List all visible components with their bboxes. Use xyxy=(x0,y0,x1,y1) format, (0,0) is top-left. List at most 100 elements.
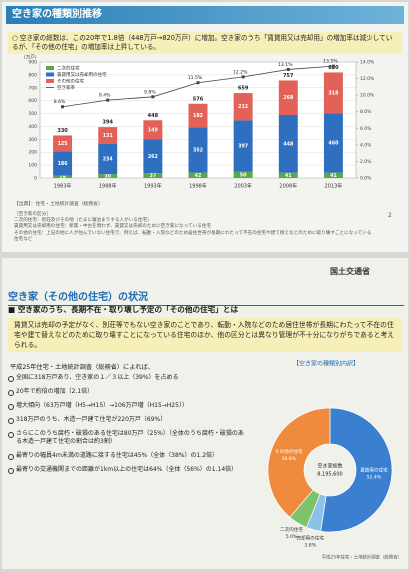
rate-label: 9.8% xyxy=(144,89,156,95)
segment-label: 262 xyxy=(148,154,158,160)
total-label: 757 xyxy=(283,73,294,79)
slice-value: 3.8% xyxy=(304,542,316,548)
rate-label: 8.6% xyxy=(54,99,66,105)
rate-label: 9.4% xyxy=(99,93,111,99)
bar-segment xyxy=(188,172,208,178)
y2-tick-label: 10.0% xyxy=(360,93,375,99)
y-tick-label: 700 xyxy=(28,85,37,91)
x-tick-label: 1993年 xyxy=(144,183,162,190)
y-tick-label: 400 xyxy=(28,124,37,130)
bar-chart: (万戸) 0 100 200 300 400 500 600 700 800 900 0.0% 2.0%… xyxy=(24,55,375,190)
source: 【出典】：住宅・土地統計調査（総務省） xyxy=(14,202,103,207)
segment-label: 186 xyxy=(58,161,69,167)
legend-label: 賃貸用又は売却用の住宅 xyxy=(57,71,107,78)
segment-label: 30 xyxy=(104,174,111,180)
slice-name: その他の住宅 xyxy=(275,448,303,455)
bar-segment xyxy=(143,120,163,140)
intro: ○ 空き家の総数は、この20年で1.8倍（448万戸→820万戸）に増加。空き家… xyxy=(8,32,402,54)
bar-segment xyxy=(53,135,73,152)
bar-segment xyxy=(53,175,73,178)
rate-point xyxy=(61,105,65,109)
bar-segment xyxy=(53,151,73,176)
y-axis-label: (万戸) xyxy=(24,55,37,61)
x-tick-label: 1988年 xyxy=(99,183,117,190)
note: 二次的住宅：別荘及びその他（たまに寝泊まりする人がいる住宅） xyxy=(14,218,152,224)
y2-tick-label: 4.0% xyxy=(360,142,372,148)
y-tick-label: 800 xyxy=(28,72,37,78)
bar-segment xyxy=(98,143,118,175)
legend-swatch xyxy=(46,72,54,77)
slice-name: 賃貸用の住宅 xyxy=(360,466,388,473)
y2-tick-label: 12.0% xyxy=(360,76,375,82)
segment-label: 131 xyxy=(103,133,113,139)
bullet: 20年で約倍の増加（2.1倍） xyxy=(8,388,246,396)
segment-label: 41 xyxy=(285,173,292,179)
x-tick-label: 2008年 xyxy=(279,183,297,190)
survey: 平成25年住宅・土地統計調査（総務省）によれば、 xyxy=(10,364,154,371)
segment-label: 397 xyxy=(238,143,248,149)
rate-point xyxy=(241,75,245,79)
note: 賃貸用又は売却用の住宅：新築・中古を問わず、賃貸又は売却のために空き家になってい… xyxy=(14,224,211,230)
bullet: さらにこのうち腐朽・破損のある住宅は80万戸（25%）（全体のうち腐朽・破損のあ… xyxy=(8,430,246,446)
x-tick-label: 1983年 xyxy=(54,183,72,190)
total-label: 330 xyxy=(57,128,68,134)
bar-segment xyxy=(323,172,343,178)
pie-title: 【空き家の種類別内訳】 xyxy=(293,360,359,368)
segment-label: 19 xyxy=(59,174,66,180)
bar-segment xyxy=(323,72,343,114)
segment-label: 37 xyxy=(150,173,157,179)
x-tick-label: 2003年 xyxy=(234,183,252,190)
y2-tick-label: 8.0% xyxy=(360,109,372,115)
y-tick-label: 500 xyxy=(28,111,37,117)
bullet: 全国に318万戸あり、空き家の１／３以上（39%）を占める xyxy=(8,374,246,382)
y-tick-label: 0 xyxy=(34,176,37,182)
y-tick-label: 900 xyxy=(28,60,37,66)
legend-label: その他の住宅 xyxy=(57,78,84,85)
legend-swatch xyxy=(46,79,54,83)
note: ［空き家の区分］ xyxy=(14,212,51,217)
rate-point xyxy=(286,67,290,71)
x-tick-label: 2013年 xyxy=(325,183,343,190)
pie-source: 平成25年住宅・土地統計調査（総務省） xyxy=(322,554,402,561)
bar-segment xyxy=(143,139,163,174)
y-tick-label: 300 xyxy=(28,137,37,143)
segment-label: 41 xyxy=(330,173,337,179)
pie-slice xyxy=(267,407,331,518)
rate-label: 13.1% xyxy=(278,62,293,68)
bar-segment xyxy=(98,127,118,144)
ministry: 国土交通省 xyxy=(330,267,370,276)
segment-label: 212 xyxy=(238,104,248,110)
legend-label: 空き家率 xyxy=(57,84,75,91)
rate-label: 13.5% xyxy=(323,59,338,65)
rate-point xyxy=(196,81,200,85)
bar-segment xyxy=(143,173,163,178)
rate-point xyxy=(106,98,110,102)
segment-label: 125 xyxy=(58,141,68,147)
bullet: 最寄りの交通機関までの距離が1km以上の住宅は64%（全体（56%）の1.14倍… xyxy=(8,466,246,474)
legend-swatch xyxy=(46,66,54,70)
segment-label: 182 xyxy=(193,113,203,119)
section-title: 空き家（その他の住宅）の状況 xyxy=(8,288,404,306)
segment-label: 448 xyxy=(283,141,294,147)
segment-label: 149 xyxy=(148,127,159,133)
bullet: 318万戸のうち、木造一戸建て住宅が220万戸（69%） xyxy=(8,416,246,424)
slice-name: 二次的住宅 xyxy=(280,526,303,533)
page-number: 2 xyxy=(388,212,392,219)
bar-segment xyxy=(233,120,253,172)
slice-value: 38.8% xyxy=(281,456,296,462)
bullet-list: 全国に318万戸あり、空き家の１／３以上（39%）を占める 20年で約倍の増加（2… xyxy=(8,374,246,480)
center-value: 8,195,600 xyxy=(317,472,342,478)
segment-label: 352 xyxy=(193,147,203,153)
segment-label: 234 xyxy=(103,157,114,163)
header-title: 空き家の種類別推移 xyxy=(6,6,404,24)
y-tick-label: 100 xyxy=(28,163,37,169)
bar-segment xyxy=(278,114,298,173)
bar-segment xyxy=(233,93,253,121)
total-label: 394 xyxy=(102,120,113,126)
legend-label: 二次的住宅 xyxy=(57,65,80,72)
bar-segment xyxy=(278,80,298,115)
slice-value: 52.4% xyxy=(367,474,382,480)
definition: 賃貸又は売却の予定がなく、別荘等でもない空き家のことであり、転勤・入院などのため… xyxy=(8,318,402,352)
y2-tick-label: 6.0% xyxy=(360,126,372,132)
